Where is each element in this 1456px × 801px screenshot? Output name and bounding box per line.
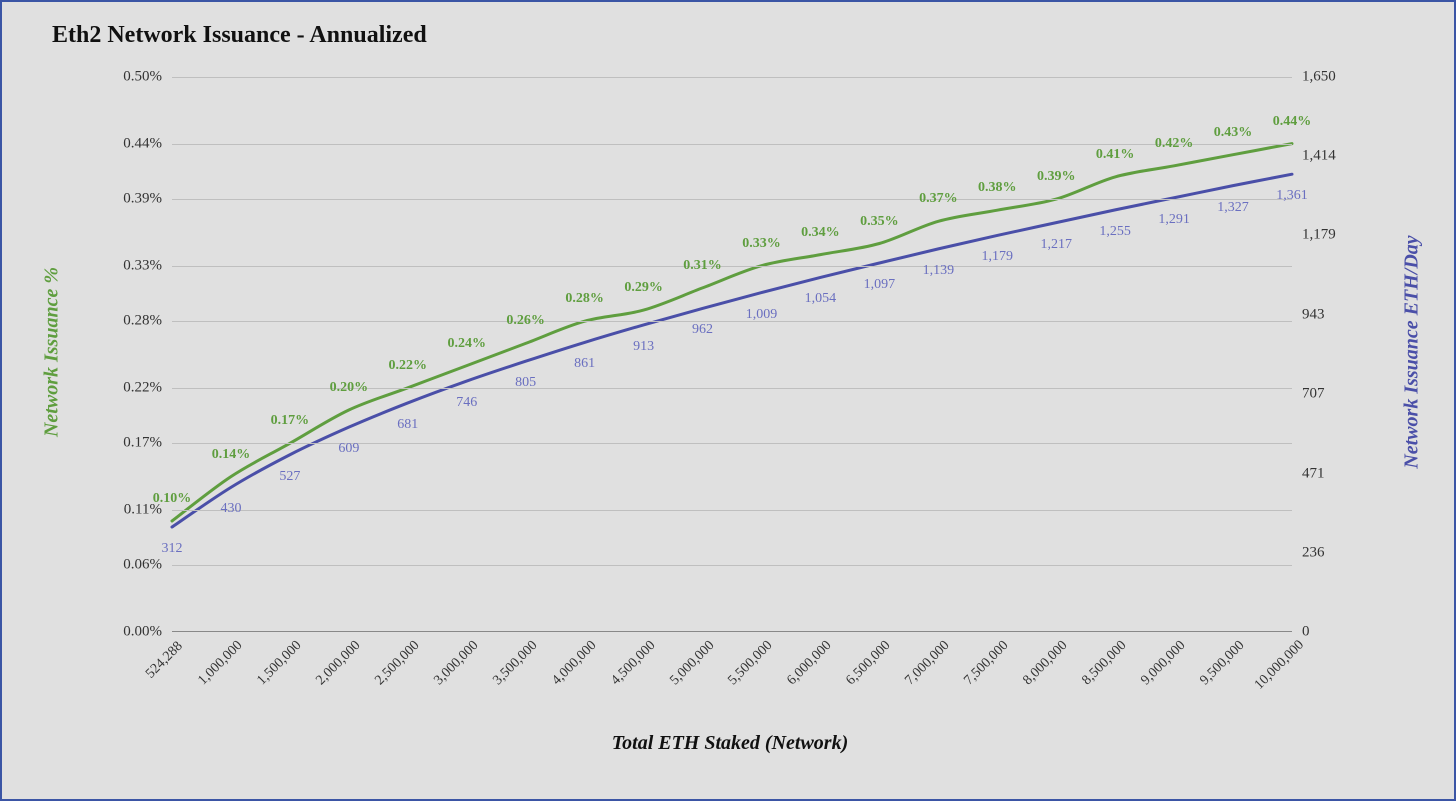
y-right-axis-label: Network Issuance ETH/Day [1401, 235, 1424, 468]
series-eth-data-label: 1,097 [864, 277, 896, 293]
x-tick: 3,000,000 [431, 638, 482, 689]
y-left-tick: 0.39% [102, 191, 162, 208]
x-tick: 4,000,000 [549, 638, 600, 689]
chart-title: Eth2 Network Issuance - Annualized [52, 22, 427, 49]
series-eth-data-label: 681 [397, 417, 418, 433]
series-eth-data-label: 609 [338, 441, 359, 457]
series-eth-data-label: 861 [574, 356, 595, 372]
series-eth-data-label: 1,054 [805, 291, 837, 307]
gridline [172, 510, 1292, 511]
x-tick: 7,000,000 [903, 638, 954, 689]
y-left-tick: 0.33% [102, 257, 162, 274]
series-pct-data-label: 0.28% [565, 291, 604, 307]
series-eth-data-label: 1,255 [1099, 224, 1131, 240]
x-tick: 2,000,000 [313, 638, 364, 689]
y-right-tick: 471 [1302, 465, 1362, 482]
y-right-tick: 236 [1302, 544, 1362, 561]
y-left-tick: 0.06% [102, 557, 162, 574]
x-tick: 3,500,000 [490, 638, 541, 689]
x-tick: 5,500,000 [726, 638, 777, 689]
x-tick: 4,500,000 [608, 638, 659, 689]
x-tick: 5,000,000 [667, 638, 718, 689]
y-right-tick: 1,650 [1302, 69, 1362, 86]
series-pct-data-label: 0.41% [1096, 147, 1135, 163]
series-pct-data-label: 0.14% [212, 447, 251, 463]
x-tick: 8,000,000 [1021, 638, 1072, 689]
series-eth-data-label: 1,327 [1217, 200, 1249, 216]
series-eth-data-label: 962 [692, 322, 713, 338]
gridline [172, 321, 1292, 322]
y-right-tick: 1,179 [1302, 227, 1362, 244]
y-right-tick: 1,414 [1302, 148, 1362, 165]
y-left-tick: 0.11% [102, 501, 162, 518]
gridline [172, 266, 1292, 267]
series-pct-data-label: 0.34% [801, 225, 840, 241]
x-tick: 1,500,000 [254, 638, 305, 689]
x-tick: 2,500,000 [372, 638, 423, 689]
series-pct-line [172, 144, 1292, 521]
series-pct-data-label: 0.38% [978, 180, 1017, 196]
series-pct-data-label: 0.24% [447, 336, 486, 352]
y-left-axis-label: Network Issuance % [41, 267, 64, 437]
series-pct-data-label: 0.29% [624, 280, 663, 296]
series-eth-data-label: 1,179 [982, 249, 1014, 265]
x-axis-label: Total ETH Staked (Network) [2, 732, 1456, 755]
series-pct-data-label: 0.26% [506, 313, 545, 329]
series-eth-data-label: 1,361 [1276, 188, 1308, 204]
series-pct-data-label: 0.37% [919, 191, 958, 207]
series-eth-data-label: 746 [456, 395, 477, 411]
x-tick: 6,500,000 [844, 638, 895, 689]
x-tick: 524,288 [143, 639, 186, 682]
gridline [172, 199, 1292, 200]
y-left-tick: 0.44% [102, 135, 162, 152]
series-pct-data-label: 0.17% [271, 413, 310, 429]
series-eth-data-label: 430 [220, 501, 241, 517]
series-pct-data-label: 0.20% [330, 380, 369, 396]
series-pct-data-label: 0.35% [860, 214, 899, 230]
x-tick: 9,000,000 [1138, 638, 1189, 689]
x-tick: 8,500,000 [1080, 638, 1131, 689]
y-left-tick: 0.28% [102, 313, 162, 330]
chart-frame: Eth2 Network Issuance - Annualized Netwo… [0, 0, 1456, 801]
y-right-tick: 943 [1302, 306, 1362, 323]
series-eth-data-label: 913 [633, 339, 654, 355]
series-pct-data-label: 0.31% [683, 258, 722, 274]
y-right-tick: 707 [1302, 386, 1362, 403]
x-tick: 7,500,000 [962, 638, 1013, 689]
series-pct-data-label: 0.44% [1273, 114, 1312, 130]
y-left-tick: 0.17% [102, 435, 162, 452]
gridline [172, 565, 1292, 566]
y-left-tick: 0.22% [102, 379, 162, 396]
series-eth-data-label: 1,009 [746, 307, 778, 323]
x-tick: 10,000,000 [1252, 638, 1308, 694]
y-right-tick: 0 [1302, 624, 1362, 641]
series-eth-data-label: 1,291 [1158, 212, 1190, 228]
gridline [172, 144, 1292, 145]
gridline [172, 77, 1292, 78]
series-pct-data-label: 0.22% [389, 358, 428, 374]
series-pct-data-label: 0.43% [1214, 125, 1253, 141]
series-pct-data-label: 0.39% [1037, 169, 1076, 185]
x-axis-baseline [172, 631, 1292, 632]
plot-area: 0.10%0.14%0.17%0.20%0.22%0.24%0.26%0.28%… [172, 77, 1292, 632]
series-eth-data-label: 1,139 [923, 263, 955, 279]
x-tick: 9,500,000 [1197, 638, 1248, 689]
series-pct-data-label: 0.33% [742, 236, 781, 252]
x-tick: 1,000,000 [195, 638, 246, 689]
x-tick: 6,000,000 [785, 638, 836, 689]
series-eth-data-label: 312 [162, 541, 183, 557]
series-eth-data-label: 1,217 [1040, 237, 1072, 253]
series-eth-data-label: 527 [279, 469, 300, 485]
series-pct-data-label: 0.42% [1155, 136, 1194, 152]
y-left-tick: 0.50% [102, 69, 162, 86]
series-eth-data-label: 805 [515, 375, 536, 391]
y-left-tick: 0.00% [102, 624, 162, 641]
